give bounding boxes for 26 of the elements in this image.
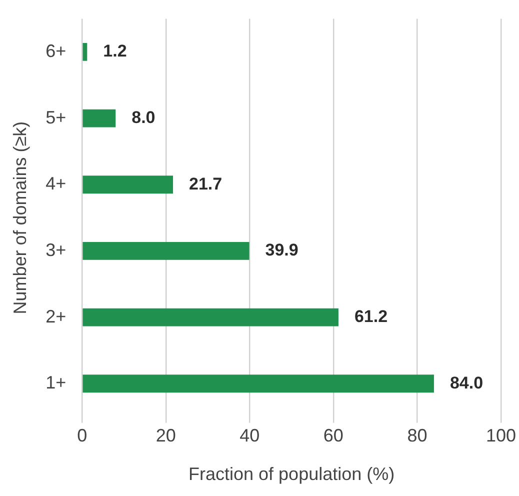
x-tick-label: 80 xyxy=(407,426,428,446)
bar xyxy=(82,242,250,260)
bar xyxy=(82,308,338,326)
data-label: 61.2 xyxy=(354,306,388,326)
x-tick-label: 40 xyxy=(240,426,260,446)
y-tick-label: 3+ xyxy=(46,240,66,260)
x-tick-label: 60 xyxy=(323,426,344,446)
y-tick-label: 5+ xyxy=(46,107,66,128)
x-tick-label: 0 xyxy=(77,426,88,446)
y-tick-label: 1+ xyxy=(46,372,66,393)
bar xyxy=(82,176,174,194)
y-tick-label: 6+ xyxy=(46,40,66,61)
bar xyxy=(82,374,434,393)
data-label: 8.0 xyxy=(132,108,156,127)
data-label: 1.2 xyxy=(103,42,127,61)
y-axis-title: Number of domains (≥k) xyxy=(10,121,30,314)
bar xyxy=(82,109,116,128)
y-tick-label: 2+ xyxy=(46,306,66,326)
bar xyxy=(82,43,88,61)
data-label: 84.0 xyxy=(450,373,484,392)
x-axis-title: Fraction of population (%) xyxy=(188,464,395,484)
x-tick-label: 100 xyxy=(486,426,516,446)
data-label: 21.7 xyxy=(189,174,222,194)
data-label: 39.9 xyxy=(265,240,298,260)
y-tick-label: 4+ xyxy=(46,174,66,194)
x-tick-label: 20 xyxy=(156,426,176,446)
